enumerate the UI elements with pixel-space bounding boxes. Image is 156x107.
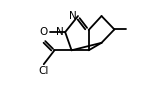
Text: N: N xyxy=(69,11,76,21)
Text: N: N xyxy=(56,27,63,37)
Text: O: O xyxy=(40,27,48,37)
Text: Cl: Cl xyxy=(39,66,49,76)
